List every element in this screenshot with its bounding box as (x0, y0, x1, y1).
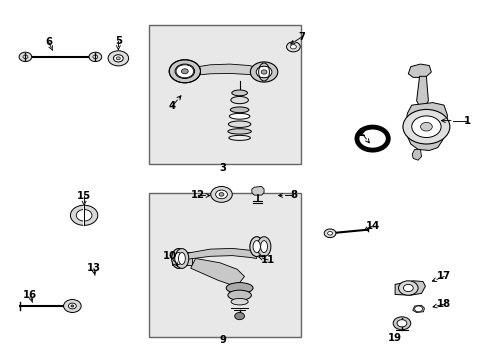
Circle shape (420, 122, 431, 131)
Polygon shape (412, 305, 424, 312)
Polygon shape (411, 149, 421, 160)
Circle shape (286, 42, 300, 52)
Circle shape (215, 190, 227, 199)
Circle shape (327, 231, 332, 235)
Circle shape (181, 68, 188, 74)
Circle shape (261, 70, 266, 74)
Text: 18: 18 (436, 299, 450, 309)
Circle shape (176, 65, 193, 78)
Circle shape (219, 193, 224, 196)
Text: 19: 19 (387, 333, 401, 343)
Text: 7: 7 (298, 32, 305, 42)
Ellipse shape (253, 241, 260, 253)
Bar (171, 252, 192, 265)
Circle shape (414, 306, 422, 312)
Polygon shape (407, 64, 430, 77)
Circle shape (398, 281, 417, 295)
Text: 1: 1 (463, 116, 469, 126)
Circle shape (23, 55, 28, 59)
Polygon shape (187, 248, 256, 259)
Ellipse shape (260, 241, 267, 253)
Text: 13: 13 (87, 263, 101, 273)
Ellipse shape (231, 90, 247, 96)
Polygon shape (190, 258, 244, 284)
Circle shape (181, 69, 188, 74)
Polygon shape (394, 281, 425, 295)
Polygon shape (405, 103, 447, 150)
Text: 10: 10 (163, 251, 177, 261)
Circle shape (403, 284, 412, 292)
Circle shape (175, 64, 194, 78)
Polygon shape (191, 64, 259, 77)
Text: 4: 4 (168, 101, 175, 111)
Circle shape (108, 51, 128, 66)
Text: 8: 8 (289, 190, 296, 201)
Circle shape (76, 210, 92, 221)
Circle shape (113, 55, 123, 62)
Ellipse shape (227, 290, 251, 300)
Circle shape (396, 320, 406, 327)
Text: 14: 14 (365, 221, 379, 231)
Bar (149, 25, 300, 164)
Text: 5: 5 (115, 36, 122, 46)
Ellipse shape (227, 129, 251, 134)
Ellipse shape (228, 135, 250, 140)
Circle shape (71, 305, 74, 307)
Circle shape (68, 303, 76, 309)
Circle shape (19, 52, 32, 62)
Ellipse shape (171, 248, 185, 269)
Ellipse shape (229, 113, 249, 119)
Circle shape (93, 55, 98, 59)
Circle shape (63, 300, 81, 312)
Ellipse shape (230, 298, 247, 305)
Ellipse shape (179, 61, 190, 81)
Circle shape (70, 205, 98, 225)
Ellipse shape (230, 96, 248, 104)
Ellipse shape (249, 237, 263, 257)
Circle shape (402, 109, 449, 144)
Circle shape (290, 45, 296, 49)
Circle shape (234, 312, 244, 320)
Circle shape (256, 66, 271, 78)
Text: 16: 16 (23, 290, 37, 300)
Text: 2: 2 (358, 128, 365, 138)
Text: 12: 12 (191, 190, 204, 201)
Circle shape (169, 60, 200, 83)
Circle shape (411, 116, 440, 138)
Ellipse shape (175, 248, 188, 269)
Ellipse shape (178, 252, 185, 264)
Circle shape (250, 62, 277, 82)
Circle shape (89, 52, 102, 62)
Ellipse shape (257, 237, 270, 257)
Polygon shape (416, 76, 427, 106)
Polygon shape (251, 186, 264, 195)
Text: 17: 17 (436, 271, 450, 282)
Ellipse shape (175, 252, 182, 264)
Circle shape (210, 186, 232, 202)
Text: 9: 9 (219, 335, 225, 345)
Text: 6: 6 (45, 37, 52, 48)
Bar (149, 193, 300, 337)
Text: 11: 11 (260, 255, 275, 265)
Ellipse shape (230, 107, 248, 113)
Text: 15: 15 (77, 191, 91, 201)
Ellipse shape (225, 283, 253, 293)
Circle shape (324, 229, 335, 238)
Ellipse shape (228, 121, 250, 127)
Circle shape (392, 317, 410, 330)
Circle shape (116, 57, 120, 60)
Text: 3: 3 (219, 163, 225, 174)
